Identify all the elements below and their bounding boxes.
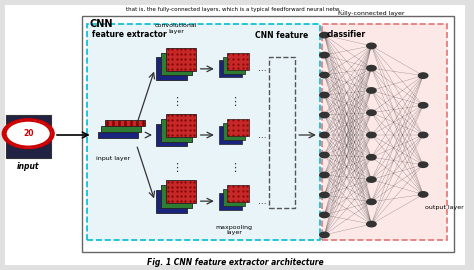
FancyBboxPatch shape bbox=[6, 115, 51, 158]
Circle shape bbox=[367, 221, 376, 227]
Circle shape bbox=[367, 66, 376, 71]
Text: CNN feature: CNN feature bbox=[255, 32, 309, 40]
Circle shape bbox=[319, 112, 329, 118]
Circle shape bbox=[319, 232, 329, 238]
Text: Fig. 1 CNN feature extractor architecture: Fig. 1 CNN feature extractor architectur… bbox=[147, 258, 323, 267]
Text: input: input bbox=[17, 162, 39, 171]
FancyBboxPatch shape bbox=[101, 126, 141, 132]
FancyBboxPatch shape bbox=[161, 119, 191, 141]
Text: ⋮: ⋮ bbox=[228, 163, 240, 173]
Text: ⋮: ⋮ bbox=[171, 97, 182, 107]
FancyBboxPatch shape bbox=[219, 193, 242, 210]
FancyBboxPatch shape bbox=[161, 185, 191, 208]
FancyBboxPatch shape bbox=[322, 24, 447, 240]
Circle shape bbox=[419, 103, 428, 108]
Text: classifier: classifier bbox=[327, 30, 366, 39]
Text: ⋮: ⋮ bbox=[228, 97, 240, 107]
FancyBboxPatch shape bbox=[223, 56, 246, 73]
Circle shape bbox=[319, 32, 329, 38]
FancyBboxPatch shape bbox=[156, 58, 187, 80]
Text: CNN: CNN bbox=[89, 19, 113, 29]
Circle shape bbox=[319, 72, 329, 78]
Text: ...: ... bbox=[258, 130, 266, 140]
FancyBboxPatch shape bbox=[166, 114, 196, 137]
Circle shape bbox=[367, 199, 376, 205]
Text: feature extractor: feature extractor bbox=[91, 30, 166, 39]
Circle shape bbox=[6, 121, 51, 147]
Text: 20: 20 bbox=[23, 129, 34, 138]
FancyBboxPatch shape bbox=[223, 123, 246, 140]
Circle shape bbox=[367, 132, 376, 138]
Circle shape bbox=[319, 52, 329, 58]
Circle shape bbox=[367, 110, 376, 115]
FancyBboxPatch shape bbox=[219, 126, 242, 144]
FancyBboxPatch shape bbox=[161, 52, 191, 75]
FancyBboxPatch shape bbox=[166, 180, 196, 203]
Text: input layer: input layer bbox=[96, 156, 130, 161]
Circle shape bbox=[367, 154, 376, 160]
FancyBboxPatch shape bbox=[227, 53, 249, 70]
Circle shape bbox=[319, 212, 329, 218]
FancyBboxPatch shape bbox=[156, 190, 187, 213]
Text: fully-connected layer: fully-connected layer bbox=[338, 11, 405, 16]
Text: ...: ... bbox=[258, 64, 266, 73]
Circle shape bbox=[2, 119, 54, 148]
FancyBboxPatch shape bbox=[166, 48, 196, 70]
FancyBboxPatch shape bbox=[105, 120, 145, 126]
Circle shape bbox=[319, 152, 329, 158]
FancyBboxPatch shape bbox=[156, 124, 187, 146]
Text: ...: ... bbox=[258, 197, 266, 206]
FancyBboxPatch shape bbox=[5, 5, 465, 265]
Text: convolutional
layer: convolutional layer bbox=[155, 23, 198, 34]
Circle shape bbox=[319, 172, 329, 178]
FancyBboxPatch shape bbox=[219, 60, 242, 77]
FancyBboxPatch shape bbox=[227, 185, 249, 202]
FancyBboxPatch shape bbox=[227, 119, 249, 136]
Text: that is, the fully-connected layers, which is a typical feedforward neural netw.: that is, the fully-connected layers, whi… bbox=[126, 7, 344, 12]
Circle shape bbox=[367, 177, 376, 182]
Circle shape bbox=[367, 88, 376, 93]
Circle shape bbox=[419, 192, 428, 197]
FancyBboxPatch shape bbox=[82, 16, 454, 252]
FancyBboxPatch shape bbox=[98, 131, 137, 138]
Text: maxpooling
layer: maxpooling layer bbox=[216, 225, 253, 235]
Circle shape bbox=[419, 132, 428, 138]
Circle shape bbox=[367, 43, 376, 49]
Circle shape bbox=[319, 192, 329, 198]
FancyBboxPatch shape bbox=[87, 24, 319, 240]
Circle shape bbox=[419, 73, 428, 78]
Circle shape bbox=[319, 132, 329, 138]
Circle shape bbox=[319, 92, 329, 98]
Text: output layer: output layer bbox=[426, 205, 464, 210]
Text: ⋮: ⋮ bbox=[171, 163, 182, 173]
Circle shape bbox=[419, 162, 428, 167]
FancyBboxPatch shape bbox=[223, 189, 246, 206]
